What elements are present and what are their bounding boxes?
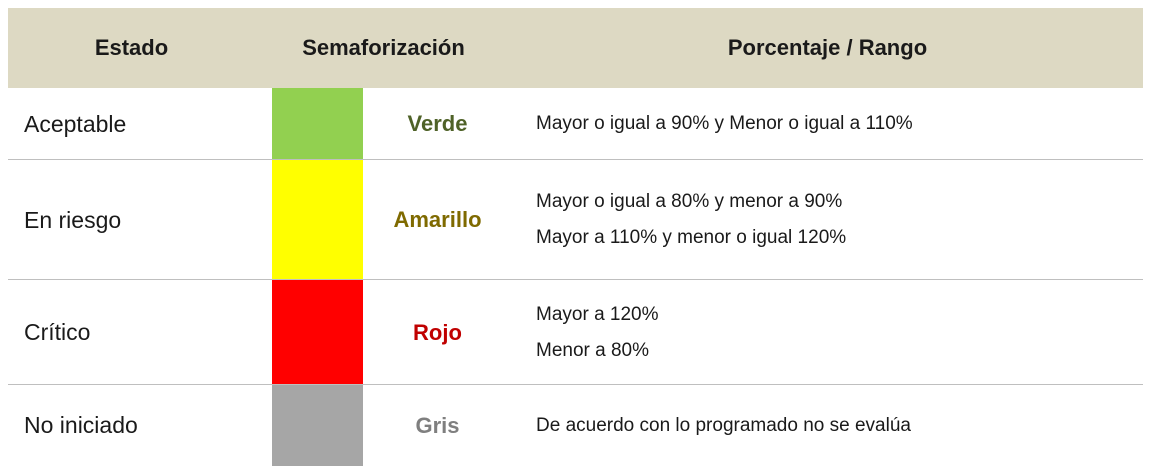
range-text: Mayor o igual a 90% y Menor o igual a 11… [536,113,913,134]
row-divider [8,159,1143,160]
header-row [8,8,1143,88]
swatch [272,385,363,466]
range-cell: De acuerdo con lo programado no se evalú… [512,385,1143,466]
color-label: Rojo [413,319,462,345]
range-text: Menor a 80% [536,339,650,361]
header-cell: Porcentaje / Rango [727,35,928,60]
color-label: Amarillo [393,207,482,232]
color-label: Verde [407,111,468,136]
swatch [272,160,363,280]
range-text: De acuerdo con lo programado no se evalú… [536,414,911,436]
header-cell: Semaforización [302,35,465,60]
range-text: Mayor a 120% [536,303,659,325]
header-cell: Estado [94,35,169,60]
estado-cell: No iniciado [24,412,138,438]
swatch [272,280,363,385]
estado-cell: En riesgo [24,206,122,233]
row-divider [8,279,1143,280]
range-text: Mayor o igual a 80% y menor a 90% [536,191,843,212]
row-divider [8,384,1143,385]
range-text: Mayor a 110% y menor o igual 120% [536,227,847,248]
range-cell: Mayor o igual a 80% y menor a 90% Mayor a… [512,160,1143,280]
range-cell: Mayor o igual a 90% y Menor o igual a 11… [512,88,1143,160]
swatch [272,88,363,160]
estado-cell: Crítico [24,319,91,345]
color-label: Gris [415,412,460,438]
estado-cell: Aceptable [24,110,127,137]
range-cell: Mayor a 120% Menor a 80% [512,280,1143,385]
